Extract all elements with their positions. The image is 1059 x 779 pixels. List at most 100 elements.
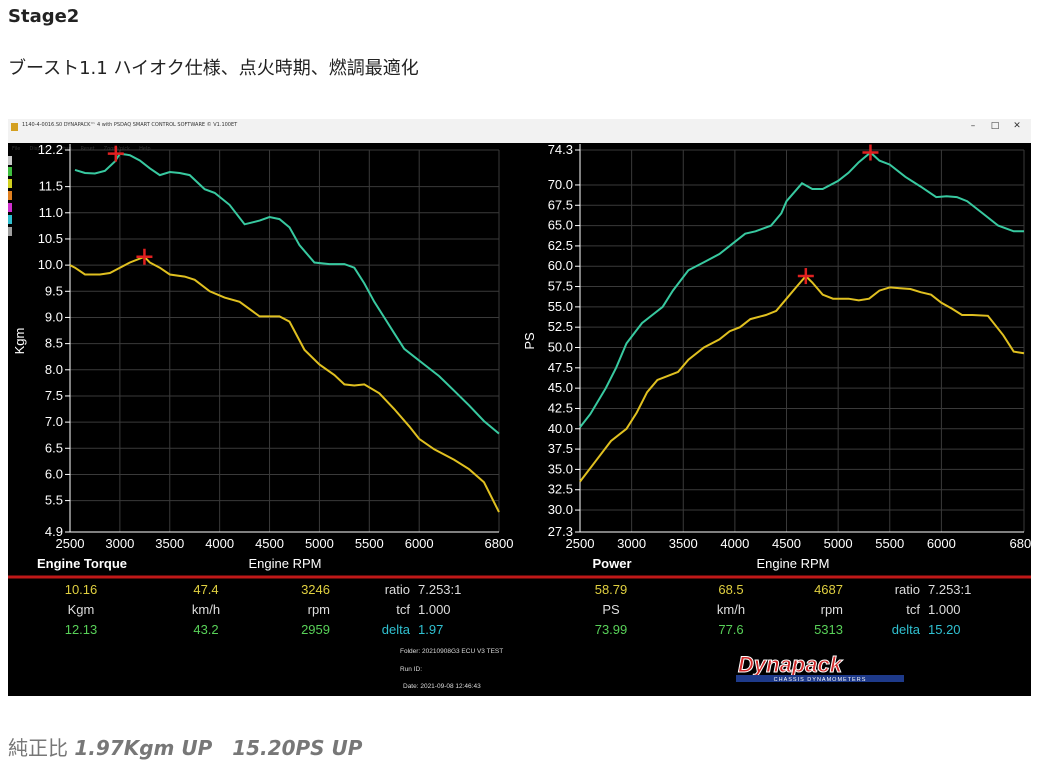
readout-value: 43.2 bbox=[193, 622, 218, 637]
readout-value: 4687 bbox=[814, 582, 843, 597]
readout-value: 3246 bbox=[301, 582, 330, 597]
x-tick-label: 4000 bbox=[205, 536, 234, 551]
footer-highlight: 1.97Kgm UP 15.20PS UP bbox=[74, 736, 363, 760]
channel-indicator bbox=[8, 203, 12, 212]
y-tick-label: 30.0 bbox=[548, 502, 573, 517]
page-subtitle: ブースト1.1 ハイオク仕様、点火時期、燃調最適化 bbox=[8, 58, 419, 79]
readout-left: 10.16 47.4 3246 Kgm km/h rpm 12.13 43.2 … bbox=[65, 582, 462, 637]
series-line bbox=[579, 274, 1025, 483]
delta-label: delta bbox=[892, 622, 921, 637]
logo-brand: Dynapack bbox=[738, 652, 844, 677]
page-title: Stage2 bbox=[8, 6, 80, 27]
y-tick-label: 6.5 bbox=[45, 440, 63, 455]
menu-reset[interactable]: Reset bbox=[80, 146, 95, 152]
maximize-icon[interactable]: □ bbox=[990, 121, 1000, 131]
readout-unit: rpm bbox=[308, 602, 330, 617]
x-tick-label: 2500 bbox=[56, 536, 85, 551]
x-tick-label: 2500 bbox=[566, 536, 595, 551]
y-tick-label: 70.0 bbox=[548, 177, 573, 192]
y-tick-label: 35.0 bbox=[548, 461, 573, 476]
readout-unit: km/h bbox=[192, 602, 220, 617]
ratio-value: 7.253:1 bbox=[928, 582, 971, 597]
y-tick-label: 9.0 bbox=[45, 309, 63, 324]
folder-info: Folder: 20210908G3 ECU V3 TEST bbox=[400, 648, 504, 655]
y-tick-label: 67.5 bbox=[548, 197, 573, 212]
readout-unit: rpm bbox=[821, 602, 843, 617]
readout-value: 58.79 bbox=[595, 582, 628, 597]
x-axis-label: Engine RPM bbox=[757, 556, 830, 571]
x-tick-label: 5500 bbox=[875, 536, 904, 551]
y-axis-label: PS bbox=[522, 332, 537, 350]
readout-value: 12.13 bbox=[65, 622, 98, 637]
y-tick-label: 60.0 bbox=[548, 258, 573, 273]
x-tick-label: 3000 bbox=[105, 536, 134, 551]
readout-unit: PS bbox=[602, 602, 620, 617]
dynapack-logo: Dynapack CHASSIS DYNAMOMETERS bbox=[736, 652, 904, 683]
channel-indicator bbox=[8, 227, 12, 236]
series-line bbox=[69, 255, 500, 513]
y-tick-label: 52.5 bbox=[548, 319, 573, 334]
x-tick-label: 5500 bbox=[355, 536, 384, 551]
delta-value: 15.20 bbox=[928, 622, 961, 637]
readout-value: 5313 bbox=[814, 622, 843, 637]
readout-unit: Kgm bbox=[68, 602, 95, 617]
y-tick-label: 11.0 bbox=[39, 205, 63, 220]
channel-indicator bbox=[8, 215, 12, 224]
series-line bbox=[579, 151, 1024, 428]
readout-value: 73.99 bbox=[595, 622, 628, 637]
peak-marker bbox=[862, 144, 879, 161]
dyno-screenshot: 1140-4-0016.S0 DYNAPACK™ 4 with PSDAQ SM… bbox=[8, 119, 1031, 696]
menu-help[interactable]: Help bbox=[139, 146, 151, 152]
x-tick-label: 6800 bbox=[1010, 536, 1031, 551]
y-tick-label: 42.5 bbox=[548, 400, 573, 415]
peak-marker bbox=[136, 248, 153, 265]
tcf-value: 1.000 bbox=[928, 602, 961, 617]
y-tick-label: 57.5 bbox=[548, 279, 573, 294]
y-tick-label: 4.9 bbox=[45, 524, 63, 539]
close-icon[interactable]: ✕ bbox=[1013, 121, 1021, 131]
y-tick-label: 11.5 bbox=[39, 179, 63, 194]
y-tick-label: 32.5 bbox=[548, 482, 573, 497]
menu-file[interactable]: File bbox=[12, 146, 21, 152]
y-tick-label: 8.5 bbox=[45, 336, 63, 351]
menu-setup[interactable]: Setup bbox=[57, 146, 72, 152]
y-tick-label: 10.0 bbox=[38, 257, 63, 272]
tcf-value: 1.000 bbox=[418, 602, 451, 617]
delta-value: 1.97 bbox=[418, 622, 443, 637]
y-tick-label: 27.3 bbox=[548, 524, 573, 539]
readout-value: 2959 bbox=[301, 622, 330, 637]
peak-marker bbox=[107, 145, 124, 162]
logo-tagline: CHASSIS DYNAMOMETERS bbox=[774, 677, 867, 683]
x-tick-label: 6800 bbox=[485, 536, 514, 551]
y-tick-label: 10.5 bbox=[38, 231, 63, 246]
x-tick-label: 3000 bbox=[617, 536, 646, 551]
y-tick-label: 37.5 bbox=[548, 441, 573, 456]
channel-indicator bbox=[8, 167, 12, 176]
channel-indicator bbox=[8, 191, 12, 200]
x-axis-label: Engine RPM bbox=[249, 556, 322, 571]
window-title: 1140-4-0016.S0 DYNAPACK™ 4 with PSDAQ SM… bbox=[22, 122, 238, 128]
chart-title: Power bbox=[592, 556, 631, 571]
y-tick-label: 62.5 bbox=[548, 238, 573, 253]
readout-right: 58.79 68.5 4687 PS km/h rpm 73.99 77.6 5… bbox=[595, 582, 972, 637]
readout-unit: km/h bbox=[717, 602, 745, 617]
tcf-label: tcf bbox=[906, 602, 920, 617]
y-tick-label: 5.5 bbox=[45, 493, 63, 508]
y-tick-label: 74.3 bbox=[548, 142, 573, 157]
x-tick-label: 4500 bbox=[772, 536, 801, 551]
x-tick-label: 4500 bbox=[255, 536, 284, 551]
app-icon bbox=[11, 123, 18, 131]
y-tick-label: 12.2 bbox=[38, 142, 63, 157]
power-chart: 2500 3000 3500 4000 4500 5000 5500 6000 6800 74.3… bbox=[522, 142, 1031, 571]
footer-prefix: 純正比 bbox=[8, 736, 68, 760]
ratio-label: ratio bbox=[385, 582, 410, 597]
y-tick-label: 47.5 bbox=[548, 360, 573, 375]
readout-value: 47.4 bbox=[193, 582, 218, 597]
ratio-value: 7.253:1 bbox=[418, 582, 461, 597]
y-tick-label: 50.0 bbox=[548, 340, 573, 355]
x-tick-label: 6000 bbox=[927, 536, 956, 551]
minimize-icon[interactable]: – bbox=[970, 121, 976, 131]
menu-display[interactable]: Display bbox=[29, 146, 48, 152]
x-tick-label: 3500 bbox=[669, 536, 698, 551]
y-tick-label: 9.5 bbox=[45, 283, 63, 298]
